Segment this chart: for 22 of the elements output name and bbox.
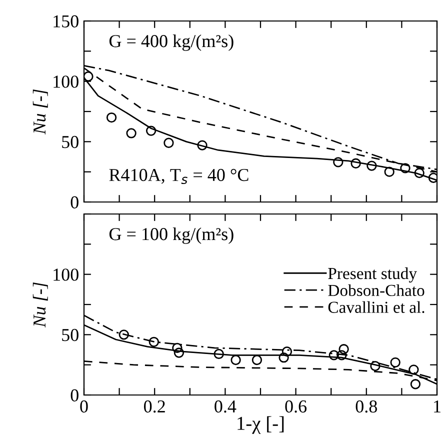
legend-label: Dobson-Chato xyxy=(328,284,424,296)
legend-label: Cavallini et al. xyxy=(328,301,424,314)
y-tick-label: 0 xyxy=(70,389,78,402)
y-tick-label: 50 xyxy=(62,136,78,148)
x-tick-label: 0.2 xyxy=(144,400,165,413)
annotation: G = 100 kg/(m²s) xyxy=(109,228,234,244)
x-tick-label: 1 xyxy=(434,400,440,412)
y-tick-label: 100 xyxy=(54,268,78,281)
y-tick-label: 150 xyxy=(54,15,78,28)
x-tick-label: 0 xyxy=(80,400,88,413)
x-axis-title: 1-χ [-] xyxy=(238,416,284,434)
y-axis-title: Nu [-] xyxy=(32,282,48,328)
x-tick-label: 0.8 xyxy=(356,400,377,413)
y-tick-label: 0 xyxy=(70,196,78,208)
x-tick-label: 0.6 xyxy=(285,400,307,413)
y-tick-label: 100 xyxy=(54,76,78,88)
annotation: R410A, T$_{s}$ = 40 °C xyxy=(109,168,248,184)
y-tick-label: 50 xyxy=(62,328,78,342)
legend-label: Present study xyxy=(328,267,417,283)
x-tick-label: 0.4 xyxy=(214,400,236,413)
y-axis-title: Nu [-] xyxy=(32,89,48,134)
annotation: G = 400 kg/(m²s) xyxy=(109,34,234,51)
